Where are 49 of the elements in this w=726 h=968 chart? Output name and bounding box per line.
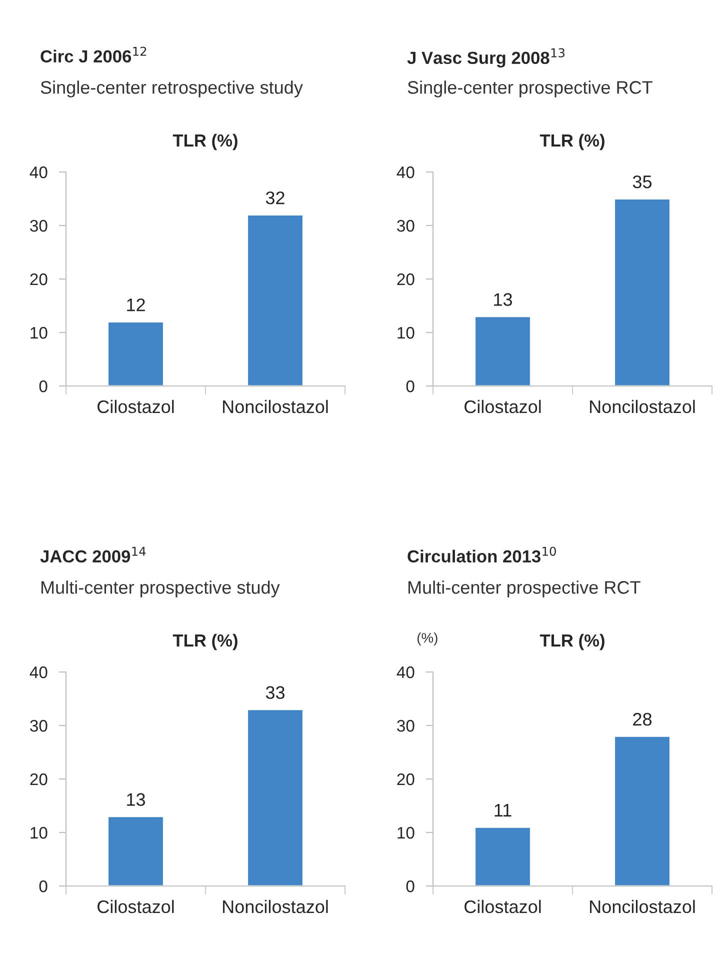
y-tick-label: 0 bbox=[406, 380, 414, 392]
y-tick-label: 10 bbox=[398, 826, 414, 839]
chart-subtitle: Single-center prospective RCT bbox=[408, 80, 652, 98]
x-tick-label: Noncilostazol bbox=[223, 400, 328, 414]
y-tick-label: 20 bbox=[30, 273, 48, 286]
text: TLR (%) bbox=[540, 134, 604, 150]
x-tick-label: Noncilostazol bbox=[590, 900, 695, 914]
chart-title: JACC 2009$^{14}$ bbox=[40, 546, 146, 563]
y-tick-label: 20 bbox=[397, 773, 414, 786]
data-label: 28 bbox=[633, 712, 652, 726]
chart-subtitle: Multi-center prospective study bbox=[41, 580, 280, 598]
chart-subtitle: Single-center retrospective study bbox=[40, 80, 303, 98]
text: TLR (%) bbox=[172, 634, 238, 650]
y-tick-label: 0 bbox=[39, 880, 48, 892]
data-label: 35 bbox=[632, 175, 652, 188]
y-tick-label: 10 bbox=[30, 326, 48, 339]
x-tick-label: Cilostazol bbox=[464, 900, 541, 914]
text: TLR (%) bbox=[540, 634, 604, 650]
data-label: 13 bbox=[494, 293, 512, 306]
x-tick-label: Cilostazol bbox=[464, 400, 541, 414]
y-tick-label: 30 bbox=[30, 220, 48, 232]
chart-subtitle: Multi-center prospective RCT bbox=[408, 580, 640, 598]
y-tick-label: 0 bbox=[406, 880, 414, 892]
y-tick-label: 40 bbox=[396, 166, 414, 178]
y-tick-label: 0 bbox=[39, 380, 48, 392]
chart-title: Circulation 2013$^{10}$ bbox=[408, 546, 556, 563]
data-label: 32 bbox=[266, 192, 284, 204]
text: TLR (%) bbox=[172, 134, 238, 150]
y-axis-title: (%) bbox=[417, 632, 438, 646]
y-tick-label: 20 bbox=[397, 273, 414, 286]
chart-title: Circ J 2006$^{12}$ bbox=[40, 46, 146, 63]
x-tick-label: Cilostazol bbox=[98, 400, 174, 414]
data-label: 33 bbox=[266, 686, 284, 699]
y-tick-label: 20 bbox=[30, 773, 48, 786]
y-tick-label: 10 bbox=[30, 826, 48, 839]
y-tick-label: 30 bbox=[397, 720, 414, 732]
data-label: 12 bbox=[127, 298, 145, 312]
data-label: 11 bbox=[494, 804, 512, 816]
y-tick-label: 10 bbox=[398, 326, 414, 339]
x-tick-label: Noncilostazol bbox=[223, 900, 328, 914]
x-tick-label: Cilostazol bbox=[98, 900, 174, 914]
y-tick-label: 30 bbox=[397, 220, 414, 232]
y-tick-label: 30 bbox=[30, 720, 48, 732]
chart-title: J Vasc Surg 2008$^{13}$ bbox=[407, 48, 564, 68]
y-tick-label: 40 bbox=[30, 166, 48, 178]
y-tick-label: 40 bbox=[396, 666, 414, 678]
y-tick-label: 40 bbox=[30, 666, 48, 678]
data-label: 13 bbox=[127, 793, 145, 806]
x-tick-label: Noncilostazol bbox=[590, 400, 695, 414]
